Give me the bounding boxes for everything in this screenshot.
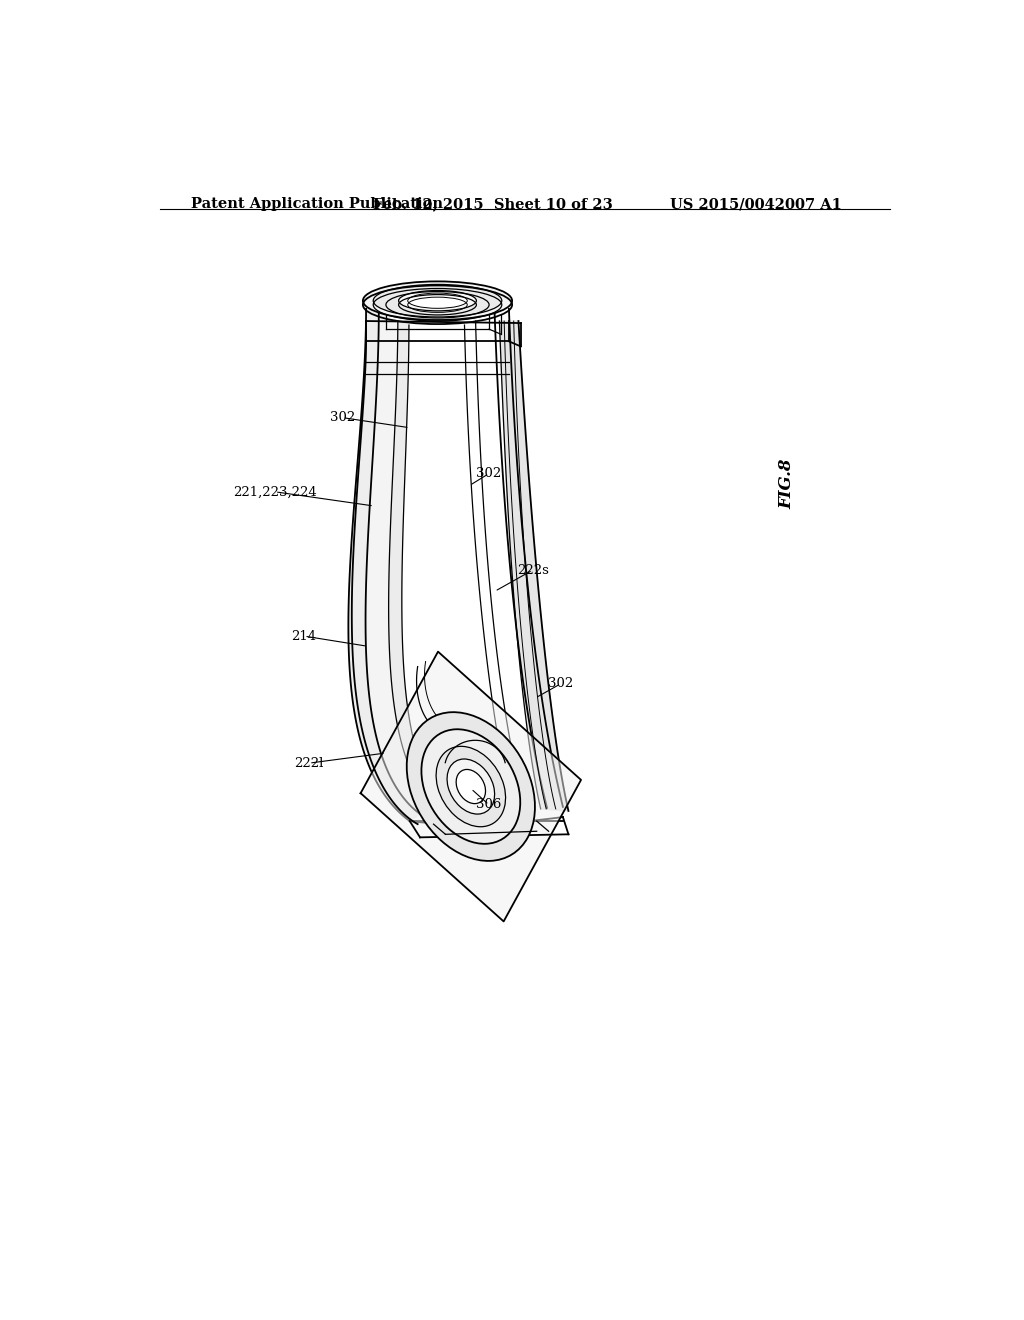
Ellipse shape (407, 713, 535, 861)
Text: 214: 214 (292, 630, 316, 643)
Polygon shape (366, 314, 439, 814)
Ellipse shape (362, 281, 512, 319)
Text: 221,223,224: 221,223,224 (232, 486, 316, 498)
Text: 302: 302 (548, 677, 573, 690)
Text: 302: 302 (330, 411, 355, 424)
Polygon shape (500, 321, 568, 810)
Polygon shape (360, 652, 581, 921)
Polygon shape (348, 309, 420, 821)
Ellipse shape (436, 746, 506, 826)
Text: 302: 302 (476, 467, 502, 480)
Ellipse shape (398, 290, 476, 312)
Text: FIG.8: FIG.8 (778, 458, 796, 510)
Text: 222l: 222l (294, 756, 324, 770)
Text: 306: 306 (476, 799, 502, 812)
Ellipse shape (408, 293, 467, 309)
Ellipse shape (422, 729, 520, 843)
Polygon shape (389, 321, 447, 809)
Text: Feb. 12, 2015  Sheet 10 of 23: Feb. 12, 2015 Sheet 10 of 23 (373, 197, 613, 211)
Text: 222s: 222s (517, 564, 549, 577)
Ellipse shape (373, 284, 502, 317)
Ellipse shape (447, 759, 495, 814)
Text: Patent Application Publication: Patent Application Publication (191, 197, 443, 211)
Ellipse shape (456, 770, 485, 804)
Text: US 2015/0042007 A1: US 2015/0042007 A1 (671, 197, 842, 211)
